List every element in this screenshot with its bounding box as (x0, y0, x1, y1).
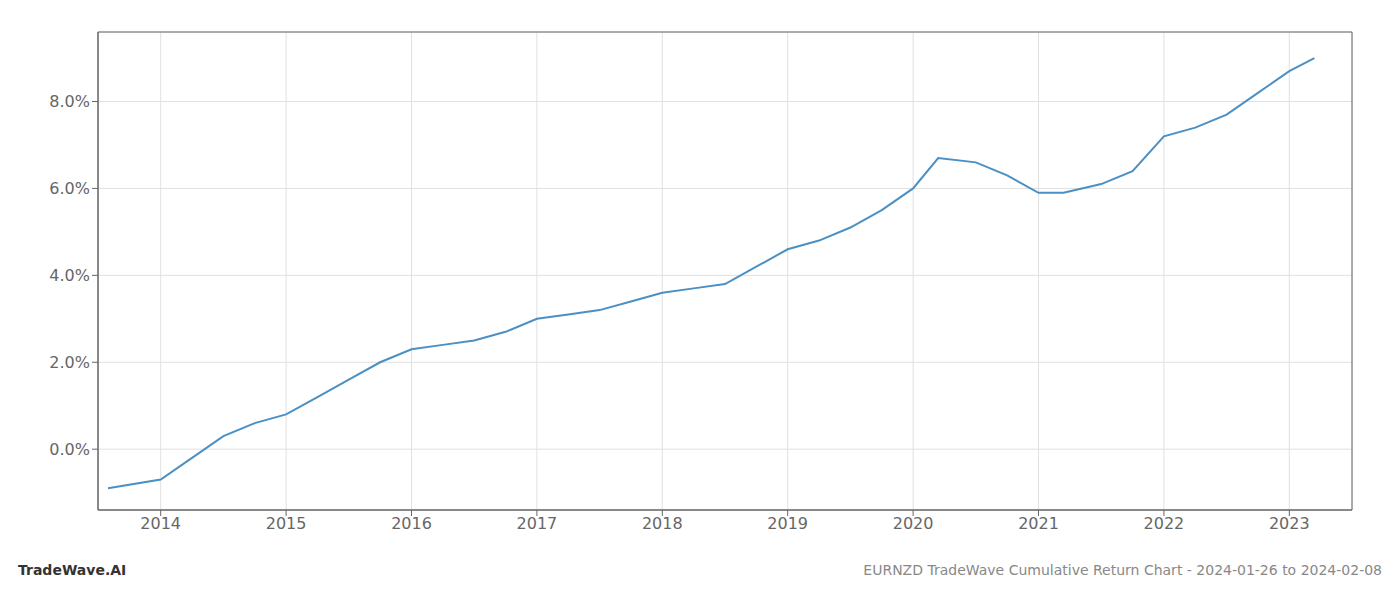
svg-text:2018: 2018 (642, 514, 683, 533)
html-text:TradeWave.AI: TradeWave.AI (18, 562, 127, 578)
svg-text:2021: 2021 (1018, 514, 1059, 533)
svg-text:8.0%: 8.0% (49, 92, 90, 111)
svg-text:2020: 2020 (893, 514, 934, 533)
svg-text:4.0%: 4.0% (49, 266, 90, 285)
svg-text:2019: 2019 (767, 514, 808, 533)
svg-text:2023: 2023 (1269, 514, 1310, 533)
svg-text:0.0%: 0.0% (49, 440, 90, 459)
svg-text:2.0%: 2.0% (49, 353, 90, 372)
svg-text:2015: 2015 (266, 514, 307, 533)
svg-text:2016: 2016 (391, 514, 432, 533)
html-text:EURNZD TradeWave Cumulative Re: EURNZD TradeWave Cumulative Return Chart… (863, 562, 1382, 578)
svg-text:2014: 2014 (140, 514, 181, 533)
svg-text:2017: 2017 (517, 514, 558, 533)
svg-text:2022: 2022 (1144, 514, 1185, 533)
svg-text:6.0%: 6.0% (49, 179, 90, 198)
